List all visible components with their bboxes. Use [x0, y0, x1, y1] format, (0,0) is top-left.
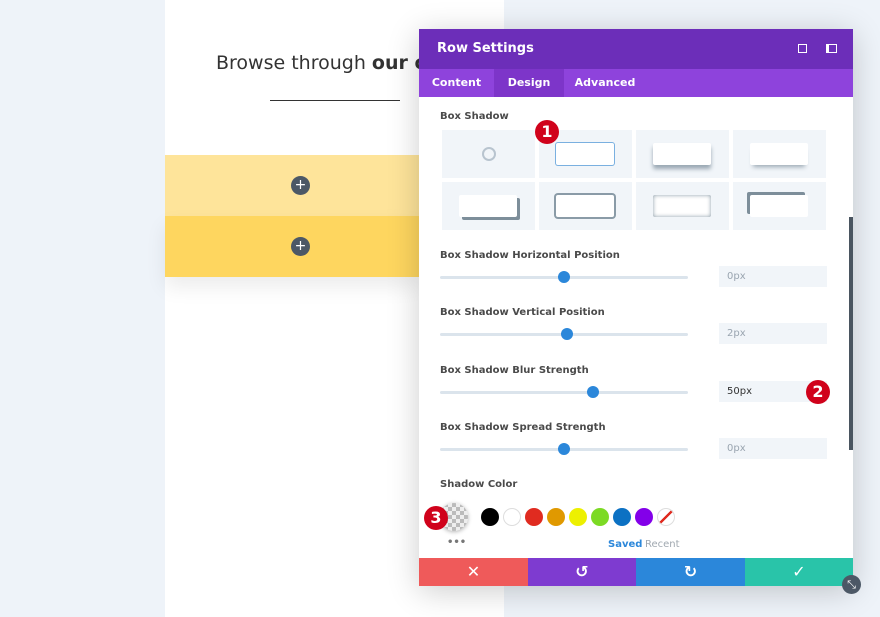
slider-handle[interactable]	[587, 385, 599, 398]
color-swatch[interactable]	[569, 508, 587, 526]
shadow-option[interactable]	[733, 182, 826, 230]
divider	[270, 100, 400, 101]
panel-title: Row Settings	[437, 41, 534, 56]
color-swatch[interactable]	[635, 508, 653, 526]
field-label: Box Shadow	[440, 111, 509, 122]
cancel-button[interactable]: ✕	[419, 558, 528, 586]
slider-handle[interactable]	[558, 442, 570, 455]
shadow-demo	[556, 195, 614, 217]
resize-handle[interactable]: ⤡	[842, 575, 861, 594]
add-button[interactable]: +	[291, 237, 310, 256]
field-label: Shadow Color	[440, 479, 518, 490]
shadow-option[interactable]	[442, 130, 535, 178]
color-swatch[interactable]	[525, 508, 543, 526]
color-swatch[interactable]	[503, 508, 521, 526]
callout: 3	[424, 506, 448, 530]
shadow-demo	[556, 143, 614, 165]
tab-bar: Content Design Advanced	[419, 69, 853, 97]
callout: 2	[806, 380, 830, 404]
field-label: Box Shadow Vertical Position	[440, 307, 605, 319]
more-dots[interactable]: •••	[447, 537, 467, 548]
color-swatch[interactable]	[613, 508, 631, 526]
undo-button[interactable]: ↺	[528, 558, 636, 586]
slider-track[interactable]	[440, 390, 688, 394]
recent-tab[interactable]: Recent	[645, 539, 680, 550]
panel-header: Row Settings	[419, 29, 853, 69]
tab[interactable]: Advanced	[574, 76, 636, 89]
shadow-demo	[750, 143, 808, 165]
shadow-option[interactable]	[442, 182, 535, 230]
save-button[interactable]: ✓	[745, 558, 853, 586]
heading-text: Browse through	[216, 52, 372, 74]
shadow-demo	[653, 143, 711, 165]
color-swatch[interactable]	[481, 508, 499, 526]
saved-tab[interactable]: Saved	[608, 539, 643, 550]
none-icon	[482, 147, 496, 161]
shadow-option[interactable]	[636, 130, 729, 178]
color-swatch[interactable]	[591, 508, 609, 526]
redo-button[interactable]: ↻	[636, 558, 745, 586]
scrollbar[interactable]	[849, 217, 853, 450]
callout: 1	[535, 120, 559, 144]
field-label: Box Shadow Horizontal Position	[440, 250, 620, 261]
color-swatch[interactable]	[547, 508, 565, 526]
shadow-option[interactable]	[539, 182, 632, 230]
value-input[interactable]: 0px	[719, 266, 827, 287]
shadow-demo	[459, 195, 517, 217]
shadow-option[interactable]	[733, 130, 826, 178]
field-label: Box Shadow Spread Strength	[440, 421, 606, 433]
settings-panel: Row Settings Content Design Advanced Box…	[419, 29, 853, 586]
slider-handle[interactable]	[558, 271, 570, 283]
tab-active[interactable]: Design	[494, 69, 564, 97]
value-input[interactable]: 0px	[719, 437, 827, 459]
shadow-demo	[750, 195, 808, 217]
field-label: Box Shadow Blur Strength	[440, 364, 589, 376]
value-input[interactable]: 50px	[719, 380, 827, 402]
shadow-option[interactable]	[636, 182, 729, 230]
value-input[interactable]: 2px	[719, 323, 827, 345]
shadow-demo	[653, 195, 711, 217]
slider-handle[interactable]	[561, 328, 573, 341]
sidebar-icon[interactable]	[826, 44, 837, 53]
expand-icon[interactable]	[798, 44, 807, 53]
add-button[interactable]: +	[291, 176, 310, 195]
color-swatch[interactable]	[657, 508, 675, 526]
tab[interactable]: Content	[431, 76, 482, 89]
